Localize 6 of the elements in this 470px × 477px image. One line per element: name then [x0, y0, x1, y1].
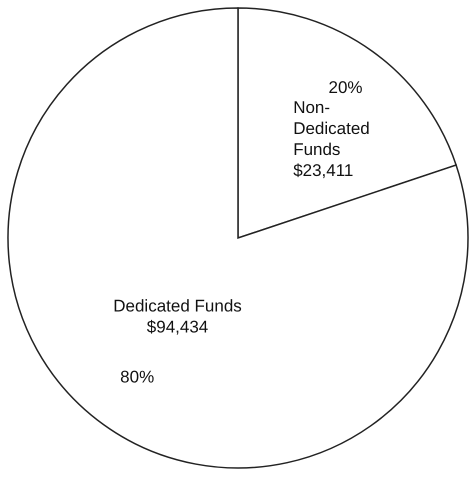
data-label: $94,434 [146, 317, 208, 336]
slice-label: Dedicated Funds [113, 296, 242, 316]
slice-label: Non-Dedicated Funds [293, 98, 370, 160]
text: 80% [120, 367, 154, 386]
text: 20% [328, 78, 363, 98]
data-label: $23,411 [293, 161, 354, 180]
